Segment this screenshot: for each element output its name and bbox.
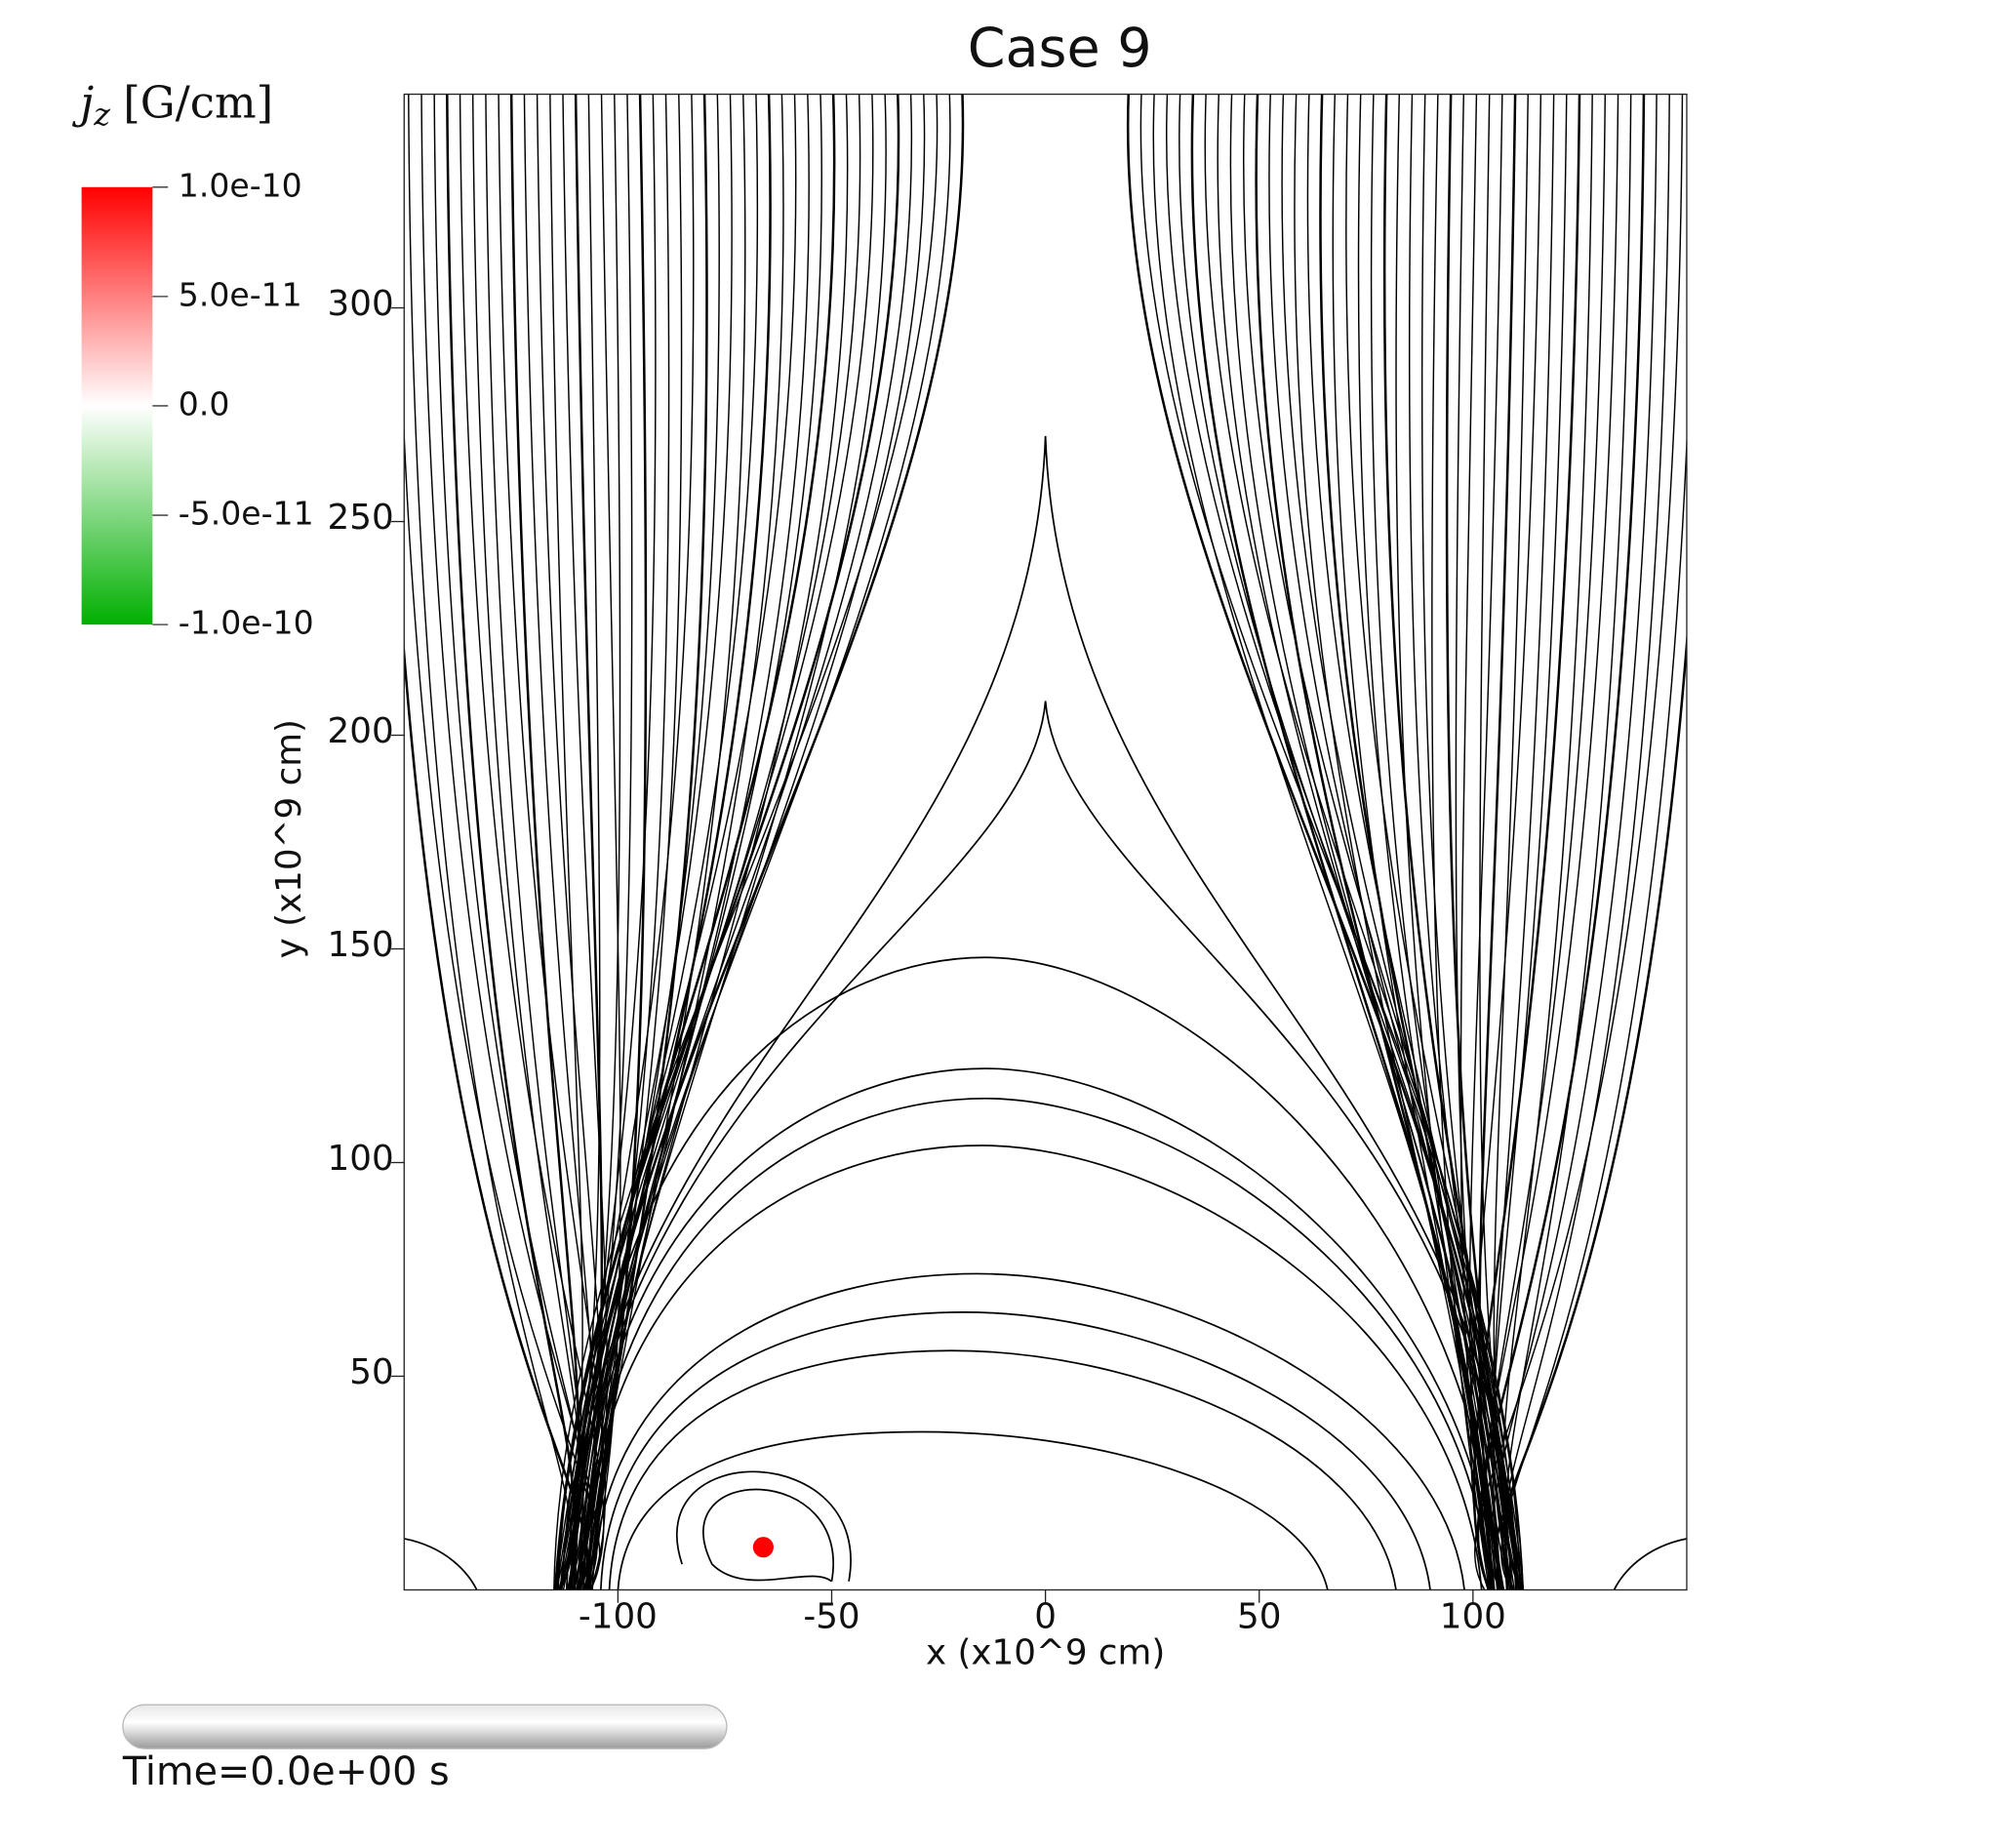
x-tick-label: -50 [803, 1597, 859, 1637]
field-line [1476, 94, 1646, 1590]
x-tick-label: 50 [1237, 1597, 1281, 1637]
field-line [1484, 94, 1606, 1590]
field-line [404, 1538, 478, 1590]
field-line [579, 1067, 1496, 1590]
field-line [580, 94, 951, 1590]
field-line [579, 94, 810, 1590]
field-line [498, 94, 607, 1590]
field-line [570, 701, 1513, 1590]
field-line [576, 94, 822, 1590]
chart-title: Case 9 [968, 17, 1152, 80]
y-tick-label: 300 [328, 284, 394, 324]
field-line [1500, 425, 1687, 1590]
colorbar-tick-label: 5.0e-11 [179, 275, 302, 313]
field-line [408, 94, 573, 1590]
y-tick-label: 250 [328, 498, 394, 538]
x-tick-label: -100 [579, 1597, 658, 1637]
field-line [559, 94, 759, 1590]
time-slider[interactable] [122, 1704, 728, 1749]
field-line [617, 1430, 1329, 1590]
field-line [509, 94, 580, 1590]
field-line [584, 94, 784, 1590]
field-line [1345, 94, 1525, 1590]
x-axis-label: x (x10^9 cm) [926, 1633, 1165, 1673]
field-line [1474, 94, 1684, 1590]
field-line [1493, 628, 1687, 1590]
plot-area [404, 94, 1687, 1590]
time-label: Time=0.0e+00 s [122, 1749, 450, 1794]
field-line [1613, 1538, 1687, 1590]
field-line [586, 94, 648, 1590]
field-line [1479, 94, 1524, 1590]
colorbar-tick-label: 0.0 [179, 384, 230, 422]
field-line [1493, 94, 1529, 1590]
field-line [1319, 94, 1509, 1590]
colorbar-title: jz [G/cm] [71, 76, 273, 133]
field-line [558, 94, 601, 1590]
field-line [1491, 94, 1658, 1590]
field-line [1493, 94, 1555, 1590]
field-line [574, 956, 1499, 1590]
field-line [553, 94, 939, 1590]
y-tick-label: 100 [328, 1139, 394, 1179]
field-line [608, 1349, 1397, 1590]
field-line [1179, 94, 1512, 1590]
field-line [556, 94, 900, 1590]
field-line [587, 94, 746, 1590]
point [752, 1537, 774, 1558]
colorbar [81, 186, 153, 625]
field-line [404, 419, 601, 1590]
field-line [559, 94, 733, 1590]
y-tick-label: 50 [349, 1352, 393, 1392]
field-line [582, 94, 926, 1590]
field-line [582, 1097, 1492, 1590]
field-line [565, 435, 1517, 1590]
colorbar-tick-label: -5.0e-11 [179, 495, 314, 533]
x-tick-label: 100 [1440, 1597, 1506, 1637]
field-line [599, 1310, 1431, 1590]
field-line [1480, 94, 1619, 1590]
colorbar-unit: [G/cm] [123, 76, 273, 128]
field-line [675, 1470, 852, 1582]
field-line [582, 1145, 1483, 1590]
colorbar-symbol: j [71, 76, 94, 128]
field-line [702, 1488, 835, 1583]
field-line [1255, 94, 1494, 1590]
field-line [587, 94, 887, 1590]
field-line [1472, 94, 1581, 1590]
field-line [1468, 94, 1503, 1590]
field-line [1501, 94, 1670, 1590]
field-line [561, 94, 874, 1590]
y-tick-label: 150 [328, 925, 394, 965]
y-tick-label: 200 [328, 711, 394, 751]
colorbar-tick-label: 1.0e-10 [179, 166, 302, 204]
field-line [485, 94, 584, 1590]
x-tick-label: 0 [1034, 1597, 1057, 1637]
field-line [420, 94, 598, 1590]
field-line [404, 637, 589, 1590]
field-line [446, 94, 577, 1590]
field-line [1126, 94, 1508, 1590]
field-line [1382, 94, 1523, 1590]
colorbar-tick-label: -1.0e-10 [179, 604, 314, 642]
field-line [591, 1272, 1465, 1590]
field-line [584, 94, 708, 1590]
y-axis-label: y (x10^9 cm) [269, 719, 309, 958]
field-line [1504, 94, 1632, 1590]
colorbar-subscript: z [93, 98, 110, 133]
